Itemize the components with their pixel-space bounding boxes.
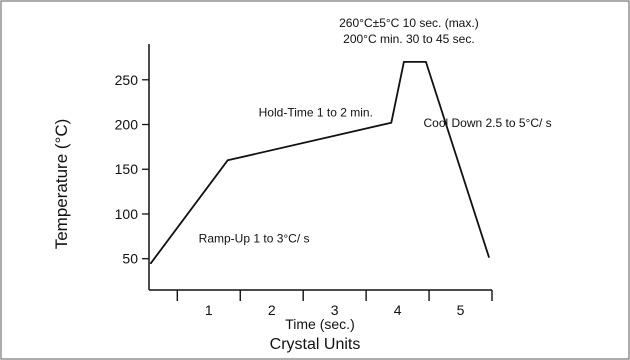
temperature-profile-line <box>149 60 490 265</box>
temperature-profile-point <box>150 262 152 264</box>
y-tick-label: 100 <box>115 206 139 222</box>
x-axis: 1 2 3 4 5 <box>149 289 493 318</box>
y-tick-label: 250 <box>115 72 139 88</box>
y-tick-label: 50 <box>122 251 138 267</box>
annotation-label: Cool Down 2.5 to 5°C/ s <box>423 116 551 130</box>
x-tick-label: 5 <box>457 302 465 318</box>
temperature-profile-point <box>226 159 229 162</box>
x-tick-label: 1 <box>205 302 213 318</box>
y-tick-label: 200 <box>115 117 139 133</box>
x-tick-label: 2 <box>268 302 276 318</box>
temperature-profile-point <box>390 121 393 124</box>
x-tick-label: 3 <box>331 302 339 318</box>
y-axis-label: Temperature (°C) <box>52 119 71 250</box>
annotation-label: 260°C±5°C 10 sec. (max.) <box>339 16 479 30</box>
annotation-label: 200°C min. 30 to 45 sec. <box>343 32 475 46</box>
y-axis: 50 100 150 200 250 <box>115 44 150 290</box>
annotation-label: Ramp-Up 1 to 3°C/ s <box>199 232 310 246</box>
x-axis-label: Time (sec.) <box>285 316 354 332</box>
y-tick-label: 150 <box>115 161 139 177</box>
temperature-profile-point <box>488 256 490 258</box>
annotation-label: Hold-Time 1 to 2 min. <box>259 105 373 119</box>
x-tick-label: 4 <box>394 302 402 318</box>
series-layer <box>149 60 490 265</box>
temperature-profile-point <box>403 61 405 63</box>
chart-footer-label: Crystal Units <box>270 336 361 353</box>
annotations-layer: 260°C±5°C 10 sec. (max.) 200°C min. 30 to… <box>199 16 552 246</box>
temperature-profile-point <box>425 61 427 63</box>
